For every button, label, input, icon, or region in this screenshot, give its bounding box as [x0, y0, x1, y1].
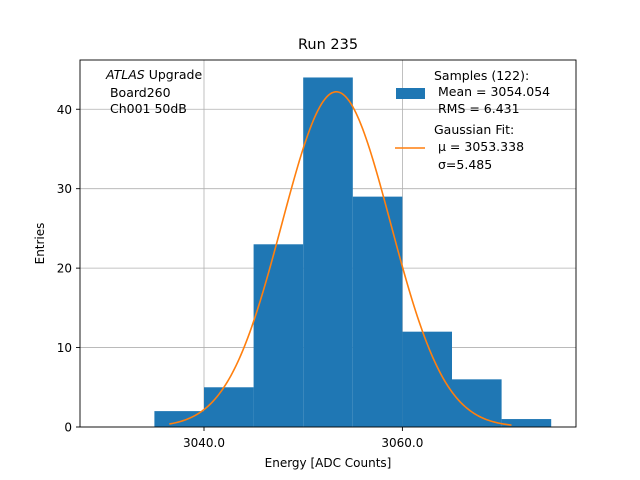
- gaussian-fit-curve: [169, 90, 512, 426]
- histogram-bar-2: [253, 244, 304, 427]
- chart-title: Run 235: [298, 37, 358, 53]
- legend-samples-rms: RMS = 6.431: [434, 101, 520, 116]
- y-tick-label-3: 30: [57, 182, 72, 196]
- legend-samples-swatch: [396, 88, 425, 99]
- y-axis-label: Entries: [33, 223, 47, 265]
- histogram-bar-0: [154, 411, 204, 427]
- histogram-bar-3: [303, 77, 353, 427]
- legend-samples-mean: Mean = 3054.054: [434, 84, 550, 99]
- annotation-text: ATLAS Upgrade Board260 Ch001 50dB: [105, 67, 202, 116]
- y-tick-label-4: 40: [57, 103, 72, 117]
- annotation-line-1: ATLAS Upgrade: [105, 67, 202, 82]
- x-tick-label-1: 3060.0: [381, 436, 423, 450]
- x-tick-label-0: 3040.0: [183, 436, 225, 450]
- y-tick-label-1: 10: [57, 341, 72, 355]
- legend-fit-title: Gaussian Fit:: [434, 122, 514, 137]
- histogram-bar-1: [204, 387, 254, 427]
- annotation-italic-word: ATLAS: [105, 67, 145, 82]
- legend-samples-title: Samples (122):: [434, 68, 529, 83]
- x-axis-label: Energy [ADC Counts]: [265, 456, 392, 470]
- y-tick-label-2: 20: [57, 262, 72, 276]
- x-axis-ticks: 3040.0 3060.0: [183, 427, 423, 450]
- legend-fit-mu: μ = 3053.338: [438, 139, 524, 154]
- legend: Samples (122): Mean = 3054.054 RMS = 6.4…: [395, 68, 550, 172]
- annotation-line-2: Board260: [106, 85, 171, 100]
- y-axis-ticks: 0 10 20 30 40: [57, 103, 80, 435]
- y-tick-label-0: 0: [64, 421, 72, 435]
- plot-frame: [79, 59, 577, 428]
- annotation-line-3: Ch001 50dB: [106, 101, 187, 116]
- legend-fit-sigma: σ=5.485: [438, 157, 492, 172]
- histogram-bar-6: [452, 379, 502, 427]
- histogram-bar-4: [352, 196, 403, 427]
- histogram-bar-7: [501, 419, 552, 427]
